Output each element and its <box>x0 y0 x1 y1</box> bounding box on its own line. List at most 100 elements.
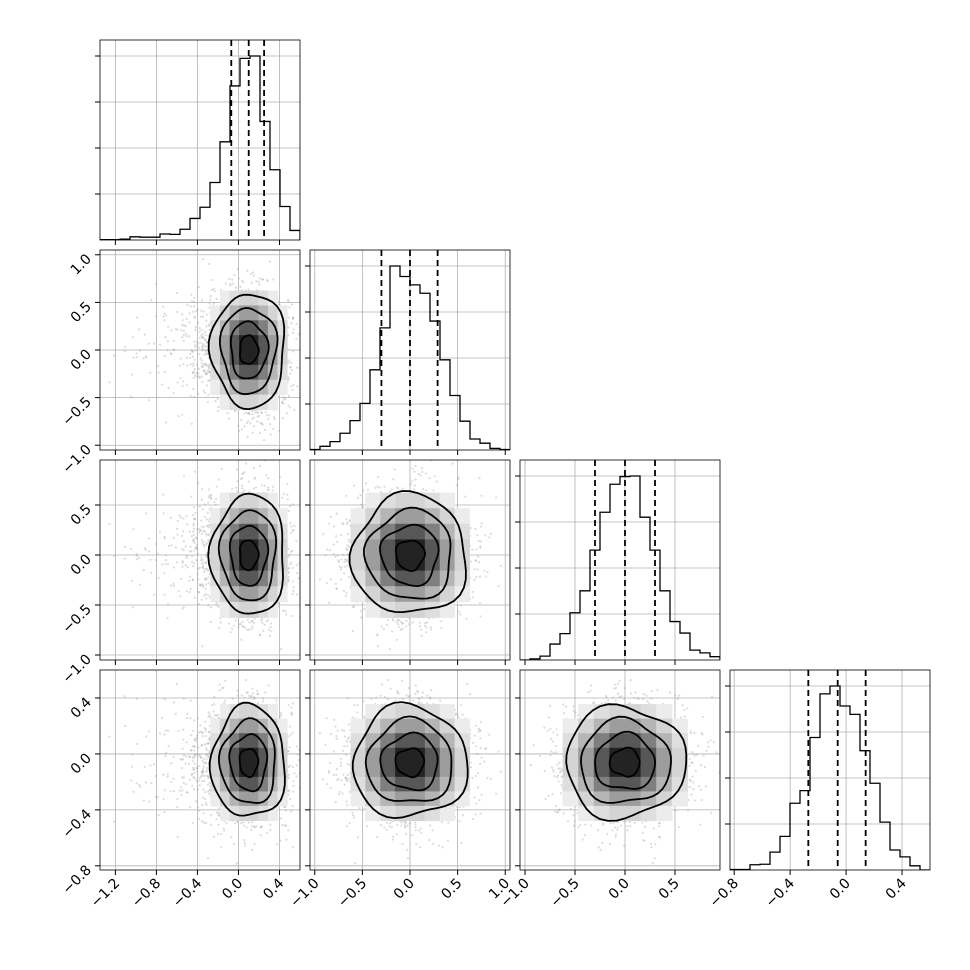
scatter-point <box>181 560 184 563</box>
scatter-point <box>188 530 191 533</box>
scatter-point <box>242 625 245 628</box>
scatter-point <box>205 341 208 344</box>
scatter-point <box>269 622 273 625</box>
scatter-point <box>167 325 170 328</box>
scatter-point <box>240 477 244 480</box>
scatter-point <box>253 617 256 620</box>
scatter-point <box>208 488 211 491</box>
scatter-point <box>196 321 200 324</box>
scatter-point <box>172 348 176 351</box>
scatter-point <box>195 536 198 540</box>
scatter-point <box>185 384 189 387</box>
scatter-point <box>287 394 291 397</box>
scatter-point <box>243 489 246 492</box>
scatter-point <box>181 336 184 339</box>
scatter-point <box>198 352 201 356</box>
scatter-point <box>249 422 252 425</box>
scatter-point <box>194 349 197 352</box>
scatter-point <box>282 398 285 401</box>
density-cell <box>239 364 250 381</box>
scatter-point <box>193 316 196 319</box>
scatter-point <box>202 353 205 357</box>
scatter-point <box>172 584 176 587</box>
scatter-point <box>287 326 290 329</box>
scatter-point <box>184 325 187 328</box>
scatter-point <box>194 310 198 313</box>
scatter-point <box>195 363 199 366</box>
scatter-point <box>176 533 179 536</box>
scatter-point <box>230 627 234 630</box>
scatter-point <box>258 432 262 435</box>
scatter-point <box>204 350 207 353</box>
scatter-point <box>174 546 177 549</box>
scatter-point <box>237 626 240 629</box>
scatter-point <box>192 395 196 399</box>
density-cell <box>219 305 231 321</box>
scatter-point <box>187 579 191 582</box>
scatter-point <box>217 478 220 481</box>
scatter-point <box>176 310 179 313</box>
density-cell <box>248 320 259 336</box>
scatter-point <box>186 566 189 569</box>
scatter-point <box>200 498 203 501</box>
scatter-point <box>261 617 264 621</box>
scatter-point <box>198 529 201 532</box>
scatter-point <box>246 435 249 438</box>
scatter-point <box>295 366 299 369</box>
scatter-point <box>189 363 192 366</box>
scatter-point <box>264 411 267 414</box>
scatter-point <box>266 618 270 621</box>
scatter-point <box>207 539 210 542</box>
scatter-point <box>281 496 284 499</box>
scatter-point <box>234 286 238 289</box>
scatter-point <box>282 395 285 399</box>
scatter-point <box>205 372 209 375</box>
scatter-point <box>303 579 305 581</box>
scatter-point <box>231 488 234 491</box>
scatter-point <box>236 490 239 493</box>
scatter-point <box>186 364 189 367</box>
scatter-point <box>208 370 211 374</box>
scatter-point <box>201 583 204 586</box>
scatter-point <box>156 552 159 555</box>
scatter-point <box>135 355 138 359</box>
scatter-point <box>182 339 185 342</box>
scatter-point <box>290 549 294 553</box>
scatter-point <box>195 559 198 562</box>
scatter-point <box>130 579 133 582</box>
scatter-point <box>197 392 200 396</box>
scatter-point <box>181 384 184 388</box>
scatter-point <box>123 557 126 560</box>
scatter-point <box>191 371 194 374</box>
scatter-point <box>201 349 204 352</box>
scatter-point <box>196 308 199 311</box>
scatter-point <box>209 298 212 302</box>
scatter-point <box>271 485 275 488</box>
panel-1-1 <box>305 249 511 455</box>
scatter-point <box>204 333 207 337</box>
scatter-point <box>235 468 238 471</box>
scatter-point <box>256 415 259 418</box>
scatter-point <box>230 278 234 281</box>
scatter-point <box>202 310 206 313</box>
scatter-point <box>207 534 210 537</box>
scatter-point <box>284 397 287 401</box>
scatter-point <box>203 503 207 506</box>
scatter-point <box>124 346 127 349</box>
scatter-point <box>172 391 175 395</box>
scatter-point <box>181 607 184 610</box>
scatter-point <box>182 530 185 533</box>
scatter-point <box>289 406 292 409</box>
scatter-point <box>149 371 152 374</box>
density-cell <box>258 394 269 410</box>
scatter-point <box>108 381 111 384</box>
scatter-point <box>285 613 288 616</box>
scatter-point <box>196 548 199 551</box>
scatter-point <box>182 363 185 366</box>
density-cell <box>267 335 279 351</box>
scatter-point <box>176 519 179 523</box>
scatter-point <box>184 545 187 548</box>
scatter-point <box>180 313 184 316</box>
scatter-point <box>184 332 187 335</box>
scatter-point <box>287 571 290 574</box>
